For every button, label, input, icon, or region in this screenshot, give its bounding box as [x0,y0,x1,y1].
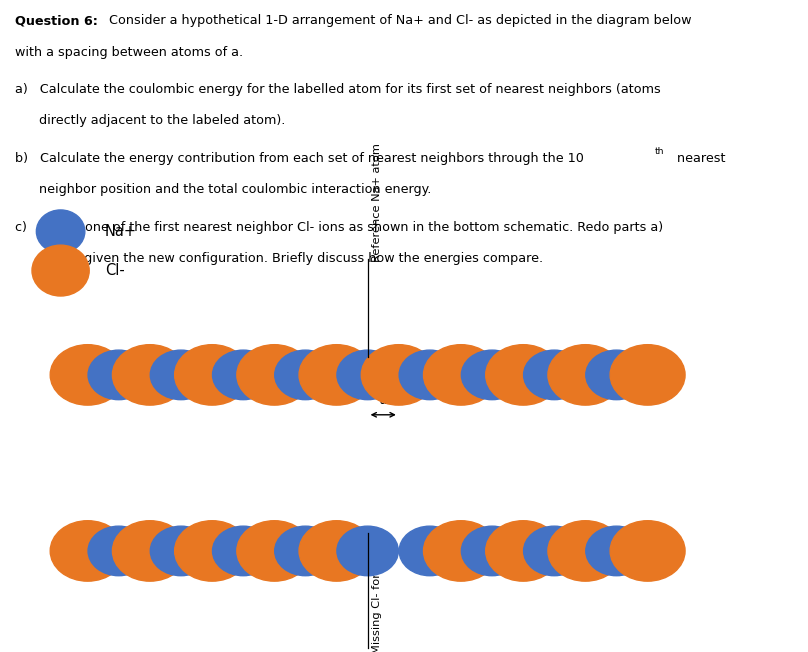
Text: Cl-: Cl- [105,263,124,278]
Ellipse shape [237,521,312,581]
Text: Reference Na+ atom: Reference Na+ atom [372,143,381,262]
Ellipse shape [275,350,336,400]
Ellipse shape [524,526,585,576]
Ellipse shape [237,345,312,405]
Ellipse shape [586,526,647,576]
Text: Question 6:: Question 6: [15,14,98,27]
Ellipse shape [50,345,125,405]
Text: nearest: nearest [673,152,726,165]
Ellipse shape [548,521,623,581]
Ellipse shape [486,521,561,581]
Ellipse shape [399,350,461,400]
Ellipse shape [461,350,523,400]
Ellipse shape [461,526,523,576]
Ellipse shape [486,345,561,405]
Ellipse shape [112,345,187,405]
Ellipse shape [399,526,461,576]
Text: and b) given the new configuration. Briefly discuss how the energies compare.: and b) given the new configuration. Brie… [15,252,543,265]
Ellipse shape [337,350,398,400]
Ellipse shape [88,526,149,576]
Ellipse shape [548,345,623,405]
Ellipse shape [423,345,499,405]
Ellipse shape [88,350,149,400]
Text: a: a [380,394,387,407]
Ellipse shape [610,345,685,405]
Text: Consider a hypothetical 1-D arrangement of Na+ and Cl- as depicted in the diagra: Consider a hypothetical 1-D arrangement … [105,14,692,27]
Ellipse shape [524,350,585,400]
Text: Missing Cl- for part c): Missing Cl- for part c) [372,532,381,652]
Ellipse shape [150,526,212,576]
Ellipse shape [423,521,499,581]
Ellipse shape [610,521,685,581]
Ellipse shape [337,526,398,576]
Ellipse shape [213,350,274,400]
Ellipse shape [112,521,187,581]
Text: with a spacing between atoms of a.: with a spacing between atoms of a. [15,46,242,59]
Ellipse shape [50,521,125,581]
Ellipse shape [175,345,250,405]
Ellipse shape [361,345,436,405]
Text: b)   Calculate the energy contribution from each set of nearest neighbors throug: b) Calculate the energy contribution fro… [15,152,583,165]
Ellipse shape [299,345,374,405]
Text: neighbor position and the total coulombic interaction energy.: neighbor position and the total coulombi… [15,183,431,196]
Ellipse shape [32,245,89,296]
Ellipse shape [275,526,336,576]
Ellipse shape [175,521,250,581]
Text: Na+: Na+ [105,224,137,239]
Text: th: th [654,147,664,156]
Ellipse shape [150,350,212,400]
Ellipse shape [213,526,274,576]
Text: a)   Calculate the coulombic energy for the labelled atom for its first set of n: a) Calculate the coulombic energy for th… [15,83,660,96]
Ellipse shape [36,210,85,253]
Text: directly adjacent to the labeled atom).: directly adjacent to the labeled atom). [15,115,285,128]
Ellipse shape [299,521,374,581]
Text: c)   Delete one of the first nearest neighbor Cl- ions as shown in the bottom sc: c) Delete one of the first nearest neigh… [15,221,663,234]
Ellipse shape [586,350,647,400]
